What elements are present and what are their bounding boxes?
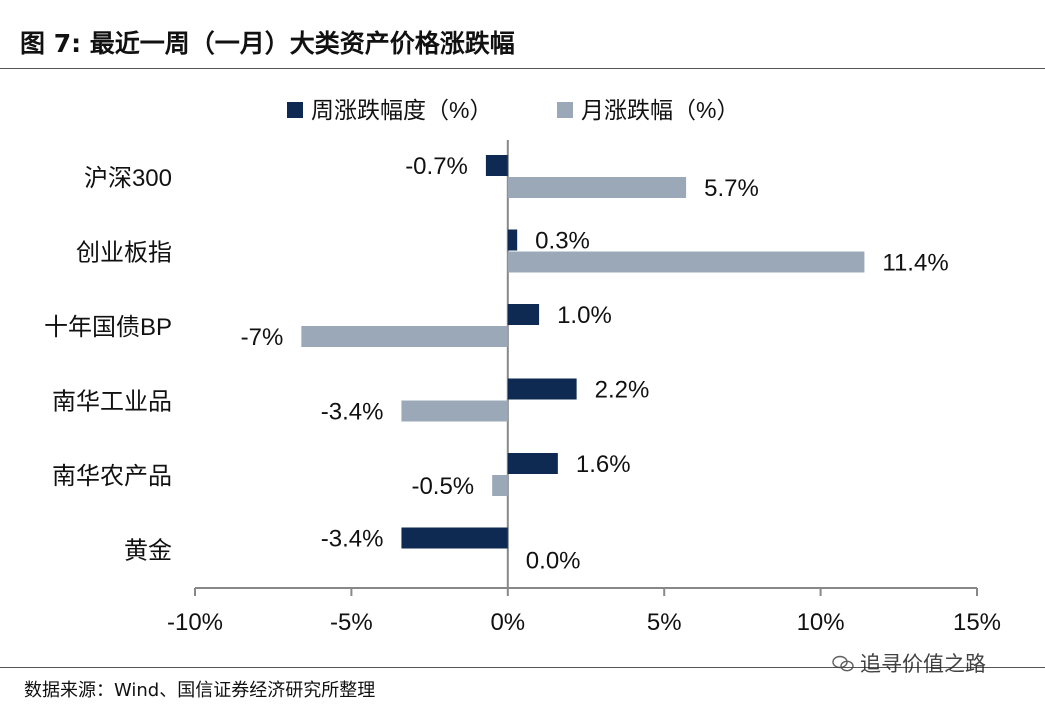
- bar: [401, 400, 508, 422]
- bar: [507, 304, 540, 325]
- bar: [507, 378, 577, 400]
- chart-header: 图 7: 最近一周（一月）大类资产价格涨跌幅: [0, 0, 1045, 66]
- data-label: 2.2%: [595, 377, 650, 404]
- watermark: 追寻价值之路: [832, 648, 986, 678]
- legend-swatch: [287, 102, 303, 118]
- x-tick-label: -10%: [167, 609, 223, 636]
- data-label: 1.0%: [557, 302, 612, 329]
- legend-label: 月涨跌幅（%）: [581, 97, 739, 123]
- bar: [485, 155, 508, 176]
- data-label: 1.6%: [576, 451, 631, 478]
- category-label: 沪深300: [84, 165, 172, 192]
- data-label: 0.0%: [526, 548, 581, 575]
- x-tick-label: 0%: [490, 609, 525, 636]
- data-label: -0.7%: [405, 153, 468, 180]
- data-label: 0.3%: [535, 228, 590, 255]
- data-label: -7%: [241, 324, 284, 351]
- chart-title: 图 7: 最近一周（一月）大类资产价格涨跌幅: [20, 29, 515, 58]
- top-divider: [0, 68, 1045, 69]
- category-label: 创业板指: [76, 240, 172, 267]
- watermark-text: 追寻价值之路: [860, 652, 986, 676]
- bar: [301, 326, 508, 347]
- category-label: 黄金: [124, 538, 172, 565]
- legend-label: 周涨跌幅度（%）: [311, 97, 492, 123]
- legend-swatch: [557, 102, 573, 118]
- wechat-icon: [832, 655, 854, 672]
- category-label: 南华农产品: [52, 463, 172, 490]
- data-label: -3.4%: [321, 526, 384, 553]
- x-tick-label: 15%: [953, 609, 1001, 636]
- data-label: 5.7%: [704, 175, 759, 202]
- category-label: 南华工业品: [52, 389, 172, 416]
- category-label: 十年国债BP: [44, 314, 172, 341]
- bar: [507, 229, 518, 251]
- bar: [492, 475, 508, 496]
- bar: [507, 453, 558, 474]
- bar: [401, 527, 508, 549]
- x-tick-label: -5%: [330, 609, 373, 636]
- bar: [507, 251, 865, 273]
- x-tick-label: 10%: [797, 609, 845, 636]
- data-label: 11.4%: [882, 250, 948, 277]
- bar-chart: 周涨跌幅度（%） 月涨跌幅（%） 沪深300 -0.7% 5.7% 创业板指 0.3% 11.…: [44, 97, 1001, 636]
- data-label: -3.4%: [321, 399, 384, 426]
- bar: [507, 177, 687, 198]
- data-label: -0.5%: [411, 473, 474, 500]
- bottom-divider: [0, 667, 1045, 668]
- data-source-note: 数据来源：Wind、国信证券经济研究所整理: [24, 680, 376, 701]
- x-tick-label: 5%: [647, 609, 682, 636]
